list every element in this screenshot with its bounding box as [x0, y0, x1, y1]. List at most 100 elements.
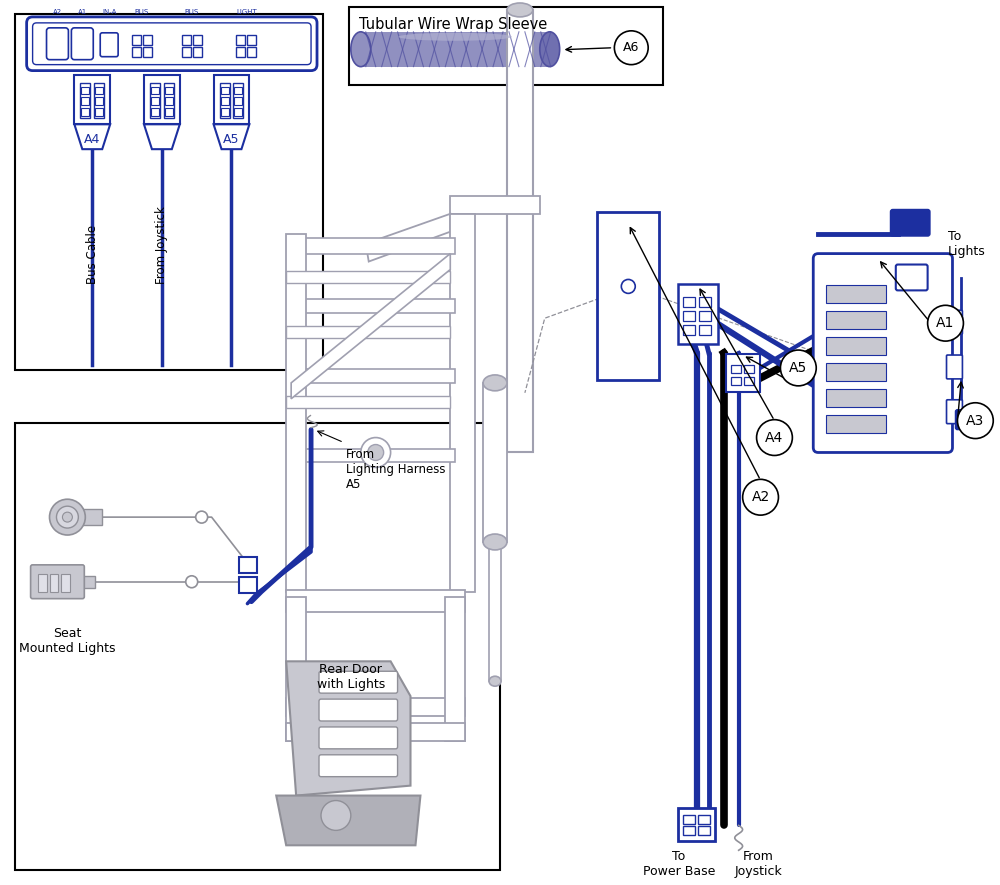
Bar	[234, 87, 242, 95]
Bar	[50, 573, 58, 592]
FancyBboxPatch shape	[239, 557, 257, 573]
FancyBboxPatch shape	[319, 727, 398, 749]
Bar	[164, 82, 174, 119]
FancyBboxPatch shape	[31, 565, 84, 598]
Bar	[286, 723, 465, 741]
Bar	[683, 297, 695, 307]
Bar	[483, 383, 507, 542]
Bar	[236, 47, 245, 57]
Bar	[286, 596, 306, 741]
Text: BUS: BUS	[135, 9, 149, 15]
Bar	[77, 576, 95, 588]
FancyBboxPatch shape	[319, 699, 398, 721]
FancyBboxPatch shape	[947, 311, 962, 335]
Circle shape	[50, 499, 85, 535]
Text: To
Lights: To Lights	[948, 229, 985, 258]
FancyBboxPatch shape	[597, 212, 659, 380]
Ellipse shape	[507, 3, 533, 17]
Bar	[165, 97, 173, 105]
Bar	[489, 542, 501, 681]
Text: IN-A: IN-A	[102, 9, 116, 15]
Bar	[150, 82, 160, 119]
Text: Bus Cable: Bus Cable	[86, 225, 99, 284]
FancyBboxPatch shape	[319, 755, 398, 777]
Bar	[143, 35, 152, 45]
Text: BUS: BUS	[185, 9, 199, 15]
Text: A3: A3	[966, 413, 984, 427]
Polygon shape	[366, 214, 450, 262]
Circle shape	[321, 801, 351, 830]
Text: From Joystick: From Joystick	[155, 205, 168, 283]
Bar	[95, 87, 103, 95]
Bar	[151, 108, 159, 116]
Bar	[286, 589, 465, 612]
Ellipse shape	[483, 375, 507, 391]
FancyBboxPatch shape	[27, 17, 317, 71]
Bar	[182, 47, 191, 57]
Bar	[81, 108, 89, 116]
FancyBboxPatch shape	[144, 74, 180, 124]
Bar	[699, 297, 711, 307]
Bar	[445, 596, 465, 741]
Text: From
Lighting Harness
A5: From Lighting Harness A5	[346, 448, 445, 490]
Bar	[826, 312, 886, 329]
Bar	[221, 87, 229, 95]
FancyBboxPatch shape	[678, 807, 715, 842]
Bar	[132, 35, 141, 45]
Bar	[291, 299, 455, 313]
Polygon shape	[291, 254, 450, 399]
Bar	[698, 815, 710, 825]
Ellipse shape	[483, 534, 507, 550]
Bar	[15, 423, 500, 870]
FancyBboxPatch shape	[813, 254, 952, 452]
Bar	[450, 196, 540, 214]
Polygon shape	[276, 796, 420, 845]
Bar	[286, 327, 450, 338]
Bar	[193, 47, 202, 57]
Bar	[247, 35, 256, 45]
Bar	[507, 10, 533, 452]
Text: To
Power Base: To Power Base	[643, 850, 715, 878]
Bar	[683, 325, 695, 335]
Bar	[151, 97, 159, 105]
Bar	[731, 365, 741, 373]
FancyBboxPatch shape	[239, 577, 257, 593]
FancyBboxPatch shape	[319, 671, 398, 693]
Circle shape	[361, 437, 391, 467]
FancyBboxPatch shape	[74, 74, 110, 124]
Bar	[38, 573, 47, 592]
Bar	[132, 47, 141, 57]
FancyBboxPatch shape	[47, 27, 68, 59]
Bar	[82, 509, 102, 525]
Bar	[234, 97, 242, 105]
Circle shape	[614, 31, 648, 65]
Circle shape	[186, 576, 198, 588]
Bar	[349, 7, 663, 85]
Ellipse shape	[351, 32, 371, 66]
Bar	[826, 363, 886, 381]
Bar	[151, 87, 159, 95]
Text: A4: A4	[84, 133, 100, 146]
Bar	[61, 573, 70, 592]
Text: A6: A6	[623, 42, 639, 54]
FancyBboxPatch shape	[947, 355, 962, 379]
Circle shape	[743, 480, 778, 515]
Bar	[81, 87, 89, 95]
Text: A1: A1	[936, 316, 955, 330]
FancyBboxPatch shape	[896, 265, 928, 290]
Bar	[826, 389, 886, 407]
FancyBboxPatch shape	[891, 210, 930, 235]
Bar	[234, 108, 242, 116]
Bar	[291, 449, 455, 463]
Bar	[95, 108, 103, 116]
Polygon shape	[214, 124, 249, 150]
Bar	[683, 827, 695, 835]
Circle shape	[56, 506, 78, 528]
Ellipse shape	[489, 676, 501, 686]
Text: A1: A1	[78, 9, 87, 15]
Bar	[165, 87, 173, 95]
Circle shape	[368, 444, 384, 460]
Bar	[182, 35, 191, 45]
Text: A2: A2	[53, 9, 62, 15]
FancyBboxPatch shape	[71, 27, 93, 59]
